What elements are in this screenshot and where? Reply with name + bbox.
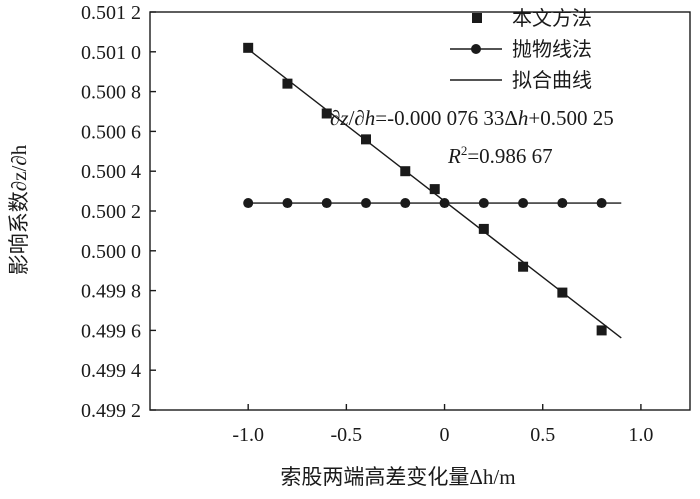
legend: 本文方法 抛物线法 拟合曲线 [450,7,592,92]
parabolic-point [557,198,568,209]
parabolic-point [400,198,411,209]
method-point [243,42,254,53]
method-point [429,184,440,195]
x-tick-label: 0 [440,424,450,446]
r2-part: 2 [461,143,468,158]
x-tick-label: -0.5 [331,424,363,446]
parabolic-point [478,198,489,209]
parabolic-point [243,198,254,209]
plot-frame [149,11,691,411]
method-point [321,108,332,119]
y-tick-label: 0.499 6 [81,320,141,342]
parabolic-point [321,198,332,209]
y-tick-label: 0.501 2 [81,2,141,24]
method-point [518,261,529,272]
parabolic-point [596,198,607,209]
y-tick-label: 0.499 8 [81,281,141,303]
method-point [557,287,568,298]
legend-marker-square [472,13,482,23]
parabolic-point [282,198,293,209]
parabolic-point [439,198,450,209]
eq-part: h [365,106,376,130]
legend-label-parabolic: 抛物线法 [512,38,592,61]
fit-equation: ∂z/∂h=-0.000 076 33Δh+0.500 25 [330,106,614,130]
eq-part: ∂ [330,106,340,130]
eq-part: /∂ [349,106,365,130]
y-tick-label: 0.500 4 [81,161,141,183]
legend-label-fit: 拟合曲线 [512,69,592,92]
y-tick-label: 0.500 6 [81,121,141,143]
parabolic-point [361,198,371,209]
axes [149,11,691,411]
r2-part: R [447,144,461,168]
legend-marker-circle [471,44,481,54]
method-point [596,325,607,336]
r-squared: R2=0.986 67 [447,143,553,168]
y-tick-label: 0.501 0 [81,42,141,64]
eq-part: z [339,106,348,130]
parabolic-point [518,198,529,209]
method-point [400,166,411,177]
x-axis-title: 索股两端高差变化量Δh/m [280,465,515,489]
y-tick-label: 0.500 2 [81,201,141,223]
legend-label-method: 本文方法 [512,7,592,30]
y-axis-title: 影响系数∂z/∂h [7,144,31,275]
eq-part: =-0.000 076 33Δ [375,106,518,130]
y-tick-label: 0.500 0 [81,241,141,263]
r2-part: =0.986 67 [467,144,552,168]
y-tick-label: 0.499 2 [81,400,141,422]
method-point [478,223,489,234]
x-tick-label: 0.5 [530,424,555,446]
method-point [361,134,371,145]
eq-part: h [518,106,529,130]
y-tick-label: 0.499 4 [81,360,141,382]
eq-part: +0.500 25 [528,106,613,130]
y-tick-label: 0.500 8 [81,82,141,104]
ticks: 0.499 20.499 40.499 60.499 80.500 00.500… [81,2,653,446]
method-point [282,78,293,89]
x-tick-label: 1.0 [628,424,653,446]
x-tick-label: -1.0 [232,424,264,446]
series [243,42,622,339]
